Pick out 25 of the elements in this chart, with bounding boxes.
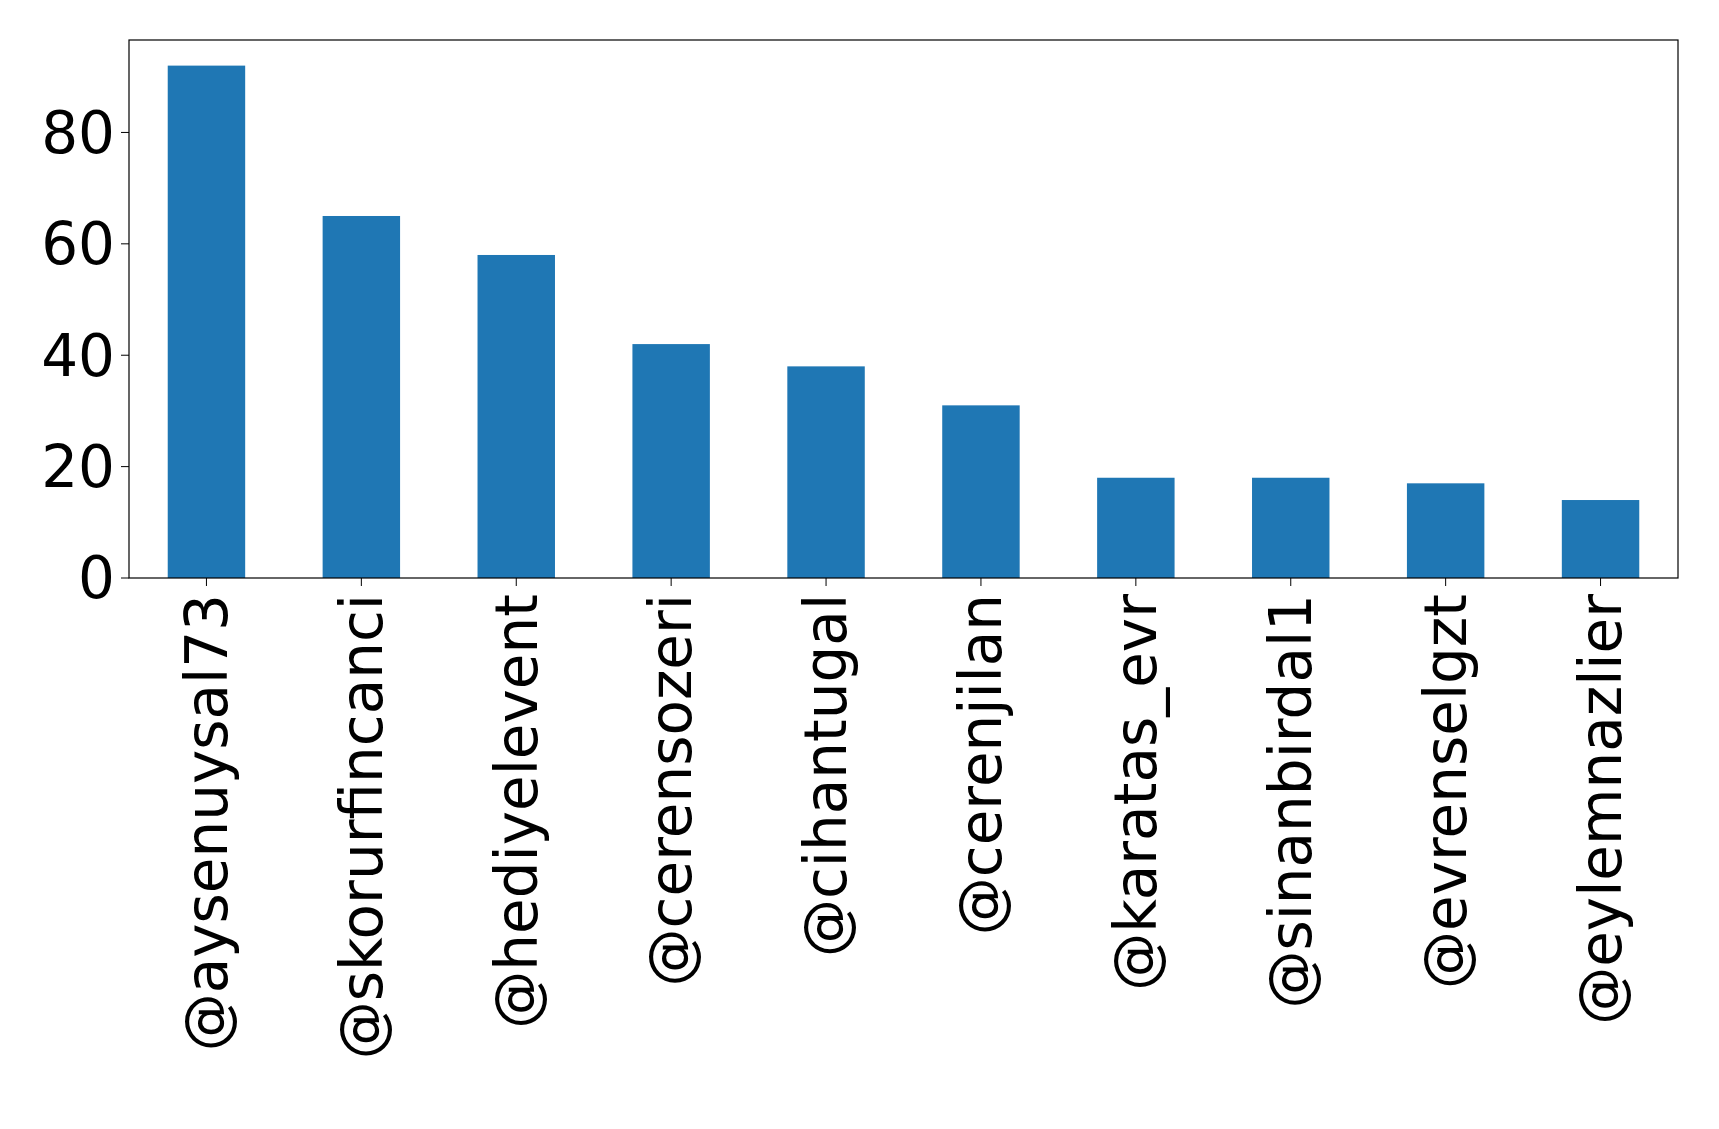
y-tick-label: 60: [41, 210, 115, 279]
bar: [942, 405, 1020, 578]
bar: [1252, 477, 1330, 578]
x-tick-label: @evrenselgzt: [1411, 594, 1480, 990]
bar: [477, 254, 555, 578]
bar: [787, 366, 865, 578]
bar: [632, 344, 710, 578]
x-tick-label: @hediyelevent: [482, 594, 551, 1029]
x-tick-label: @karatas_evr: [1102, 593, 1171, 991]
bar: [322, 215, 401, 578]
x-tick-label: @cihantugal: [792, 594, 861, 958]
x-tick-label: @cerenjilan: [947, 594, 1016, 936]
y-tick-label: 0: [78, 544, 115, 613]
x-tick-label: @cerensozeri: [637, 594, 706, 987]
x-tick-label: @eylemnazlier: [1566, 593, 1635, 1025]
x-tick-label: @skorurfincanci: [327, 594, 396, 1060]
bar: [167, 65, 246, 578]
y-tick-label: 40: [41, 321, 115, 390]
bar: [1097, 477, 1175, 578]
bar: [1561, 500, 1640, 578]
x-tick-label: @aysenuysal73: [172, 594, 241, 1052]
x-tick-label: @sinanbirdal1: [1257, 594, 1326, 1009]
y-tick-label: 80: [41, 98, 115, 167]
bar: [1406, 483, 1485, 578]
y-tick-label: 20: [41, 432, 115, 501]
